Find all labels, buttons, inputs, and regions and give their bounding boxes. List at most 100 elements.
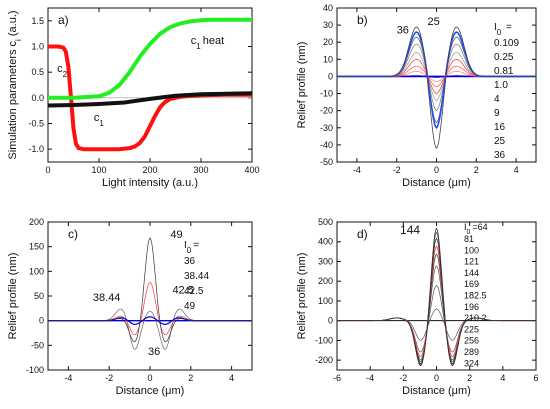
y-axis-label: Relief profile (nm)	[7, 253, 19, 340]
legend-entry: 0.81	[494, 66, 514, 77]
legend-entry: 144	[464, 268, 479, 278]
profile-curve-0	[48, 308, 252, 350]
panel-label: b)	[357, 13, 368, 27]
profile-curve-6	[337, 231, 536, 365]
legend-entry: 0.25	[494, 52, 514, 63]
legend-entry: 38.44	[184, 271, 209, 282]
data-area	[337, 227, 536, 366]
data-area	[48, 17, 252, 152]
x-axis-label: Distance (μm)	[402, 177, 471, 189]
y-tick-label: 1.0	[31, 42, 44, 52]
legend-title: I0 =64	[464, 222, 488, 236]
data-area	[337, 26, 536, 150]
legend-entry: 4	[494, 94, 500, 105]
legend-title: I0 =	[494, 22, 512, 37]
legend-entry: 36	[494, 150, 506, 161]
annotation-2: 38.44	[93, 292, 121, 304]
annotation-1: 42.5	[172, 285, 193, 297]
y-tick-label: 300	[318, 256, 333, 266]
legend-entry: 169	[464, 279, 479, 289]
profile-curve-5	[337, 237, 536, 365]
legend-entry: 121	[464, 257, 479, 267]
legend-entry: 324	[464, 358, 479, 368]
profile-curve-3	[48, 237, 252, 343]
legend-entry: 196	[464, 302, 479, 312]
profile-curve-8	[337, 26, 536, 150]
x-tick-label: 400	[244, 165, 259, 175]
annotation-1: 25	[428, 16, 440, 28]
x-tick-label: 2	[188, 373, 193, 383]
y-tick-label: -50	[320, 157, 333, 167]
y-axis-label: Relief profile (nm)	[296, 42, 308, 129]
x-tick-label: 6	[533, 373, 538, 383]
series-line-2	[48, 17, 252, 100]
x-tick-label: -4	[353, 165, 361, 175]
x-axis-label: Distance (μm)	[116, 385, 185, 397]
y-tick-label: 0	[39, 316, 44, 326]
annotation-2: c1 heat	[191, 35, 224, 51]
x-tick-label: 4	[229, 373, 234, 383]
y-tick-label: 100	[318, 296, 333, 306]
y-axis-label: Simulation parameters ci (a.u.)	[7, 10, 23, 159]
y-tick-label: 40	[323, 3, 333, 13]
panel-a: 0 100 200 300 400 -1.0 -0.5 0.0 0.5 1.0 1.5 Light i…	[7, 7, 260, 189]
y-tick-label: 0.0	[31, 93, 44, 103]
plot-frame	[336, 221, 537, 371]
legend-entry: 1.0	[494, 80, 508, 91]
x-tick-label: 0	[434, 165, 439, 175]
y-tick-label: 100	[29, 266, 44, 276]
legend-entry: 25	[494, 136, 506, 147]
x-tick-label: -2	[399, 373, 407, 383]
y-tick-label: 200	[318, 276, 333, 286]
panel-c: -4 -2 0 2 4 -100 -50 0 50 100 150 200 Distance (μm) R…	[7, 217, 253, 397]
x-tick-label: -2	[105, 373, 113, 383]
y-tick-label: 10	[323, 54, 333, 64]
y-tick-label: -10	[320, 89, 333, 99]
legend-entry: 289	[464, 347, 479, 357]
x-tick-label: 0	[434, 373, 439, 383]
y-tick-label: -100	[315, 335, 333, 345]
y-tick-label: 500	[318, 217, 333, 227]
x-tick-label: -4	[366, 373, 374, 383]
y-tick-label: -20	[320, 106, 333, 116]
legend-entry: 16	[494, 122, 506, 133]
annotation-1: c1	[94, 112, 105, 128]
x-tick-label: 2	[474, 165, 479, 175]
profile-curve-3	[337, 253, 536, 363]
y-tick-label: -1.0	[28, 144, 44, 154]
annotation-0: 36	[397, 25, 409, 37]
panel-label: d)	[357, 227, 368, 241]
x-tick-label: -6	[333, 373, 341, 383]
y-tick-label: -30	[320, 123, 333, 133]
legend-entry: 49	[184, 301, 196, 312]
x-axis-label: Distance (μm)	[402, 385, 471, 397]
x-tick-label: 0	[45, 165, 50, 175]
y-tick-label: 0	[328, 316, 333, 326]
data-area	[48, 237, 252, 350]
y-tick-label: -200	[315, 355, 333, 365]
x-tick-label: 300	[193, 165, 208, 175]
series-line-1	[48, 91, 252, 108]
legend-entry: 100	[464, 245, 479, 255]
x-tick-label: 200	[142, 165, 157, 175]
x-tick-label: -2	[393, 165, 401, 175]
legend-entry: 0.109	[494, 38, 519, 49]
x-tick-label: 4	[500, 373, 505, 383]
panel-label: c)	[68, 227, 78, 241]
plot-frame	[47, 7, 253, 163]
legend-entry: 42.5	[184, 286, 204, 297]
y-tick-label: 50	[34, 291, 44, 301]
y-tick-label: 1.5	[31, 16, 44, 26]
x-tick-label: 0	[147, 373, 152, 383]
profile-curve-7	[337, 227, 536, 366]
annotation-3: 36	[148, 346, 160, 358]
y-tick-label: 0.5	[31, 67, 44, 77]
profile-curve-4	[337, 245, 536, 358]
legend-entry: 9	[494, 108, 500, 119]
profile-curve-0	[337, 308, 536, 341]
annotation-0: c2	[57, 63, 68, 79]
legend-entry: 210.2	[464, 313, 487, 323]
y-tick-label: 30	[323, 20, 333, 30]
panel-label: a)	[58, 13, 69, 27]
